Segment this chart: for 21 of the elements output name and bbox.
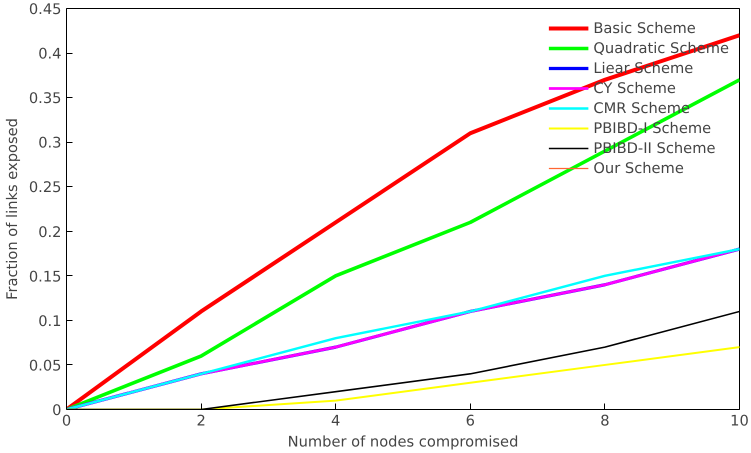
x-axis-title: Number of nodes compromised [288,434,518,450]
y-tick-label: 0.2 [38,224,62,241]
y-tick-label: 0.15 [28,268,62,286]
legend-label: CY Scheme [593,80,676,96]
y-tick-label: 0.35 [28,90,62,108]
legend-label: Basic Scheme [593,20,696,36]
y-tick-label: 0.25 [28,179,62,196]
legend-label: PBIBD-I Scheme [593,120,712,136]
y-tick-label: 0 [52,402,62,419]
y-axis-title: Fraction of links exposed [4,118,21,300]
x-tick-label: 8 [600,412,610,430]
y-tick-label: 0.05 [28,357,62,374]
x-tick-label: 10 [730,412,749,430]
y-tick-label: 0.1 [38,312,62,330]
legend-label: Our Scheme [593,160,684,176]
y-tick-label: 0.4 [38,46,62,63]
x-tick-label: 6 [466,412,475,430]
y-tick-label: 0.45 [28,1,62,18]
x-tick-label: 2 [196,412,206,430]
y-tick-label: 0.3 [38,134,62,152]
x-tick-label: 4 [331,412,340,430]
